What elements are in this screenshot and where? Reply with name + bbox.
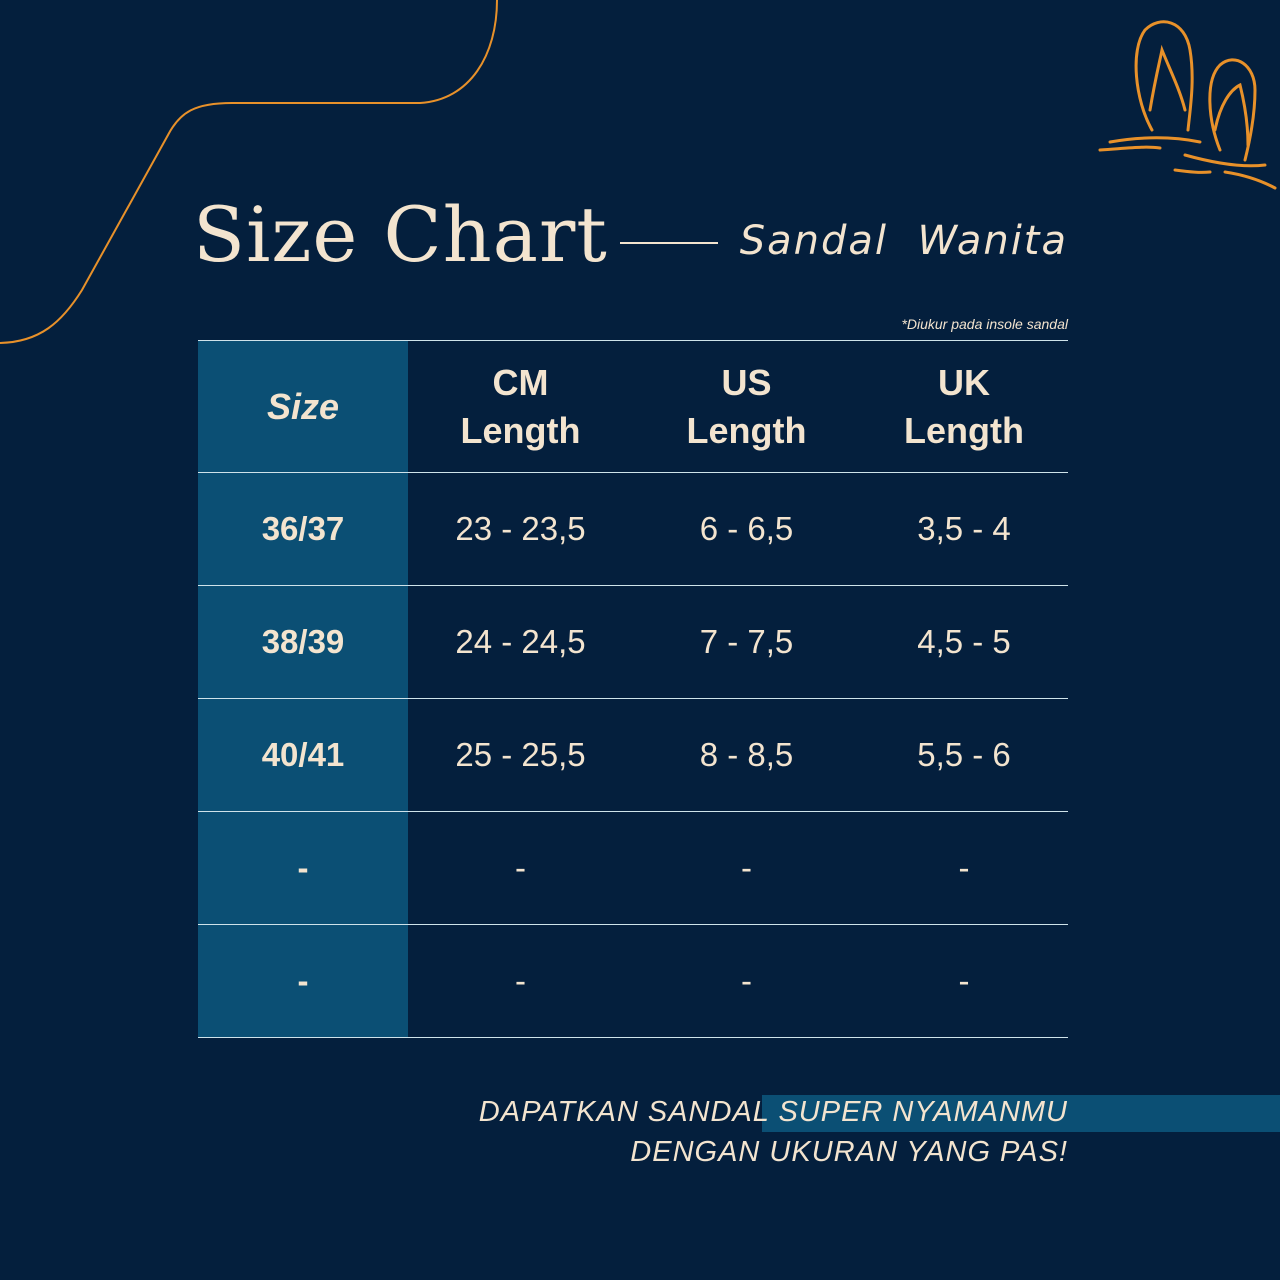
table-cell: - <box>515 962 526 999</box>
table-cell: 40/41 <box>198 699 408 811</box>
table-header: Size CM Length US Length UK Length <box>198 340 1068 472</box>
table-cell: 3,5 - 4 <box>917 510 1011 547</box>
flip-flops-icon <box>1098 20 1277 190</box>
tagline-line-2: DENGAN UKURAN YANG PAS! <box>630 1136 1068 1168</box>
subtitle: Sandal Wanita <box>739 218 1068 264</box>
table-cell: - <box>198 812 408 924</box>
page-title: Size Chart <box>193 190 608 279</box>
table-cell: 24 - 24,5 <box>455 623 586 660</box>
table-cell: - <box>958 849 970 886</box>
table-row: 38/39 24 - 24,5 7 - 7,5 4,5 - 5 <box>198 585 1068 698</box>
table-cell: 38/39 <box>198 586 408 698</box>
table-cell: 6 - 6,5 <box>699 510 794 547</box>
tagline-line-1: DAPATKAN SANDAL SUPER NYAMANMU <box>478 1096 1068 1128</box>
table-row: ---- <box>198 811 1068 924</box>
header-uk: UK Length <box>904 361 1024 451</box>
table-cell: 7 - 7,5 <box>699 623 794 660</box>
table-cell: - <box>741 962 752 999</box>
table-cell: 8 - 8,5 <box>699 736 794 773</box>
table-cell: - <box>958 962 970 999</box>
header-us: US Length <box>686 361 807 451</box>
header-size: Size <box>198 341 408 472</box>
tagline-highlight <box>762 1095 1280 1132</box>
size-table: Size CM Length US Length UK Length 36/37 23 … <box>198 340 1068 1038</box>
table-row: 40/41 25 - 25,5 8 - 8,5 5,5 - 6 <box>198 698 1068 811</box>
table-cell: - <box>515 849 526 886</box>
table-cell: 5,5 - 6 <box>917 736 1011 773</box>
measurement-note: *Diukur pada insole sandal <box>901 316 1068 332</box>
table-cell: - <box>741 849 752 886</box>
table-cell: 23 - 23,5 <box>455 510 586 547</box>
header-cm: CM Length <box>460 361 581 451</box>
table-cell: 4,5 - 5 <box>917 623 1011 660</box>
table-cell: 25 - 25,5 <box>455 736 586 773</box>
table-row: ---- <box>198 924 1068 1038</box>
title-divider <box>620 242 718 244</box>
table-cell: - <box>198 925 408 1037</box>
table-row: 36/37 23 - 23,5 6 - 6,5 3,5 - 4 <box>198 472 1068 585</box>
table-cell: 36/37 <box>198 473 408 585</box>
